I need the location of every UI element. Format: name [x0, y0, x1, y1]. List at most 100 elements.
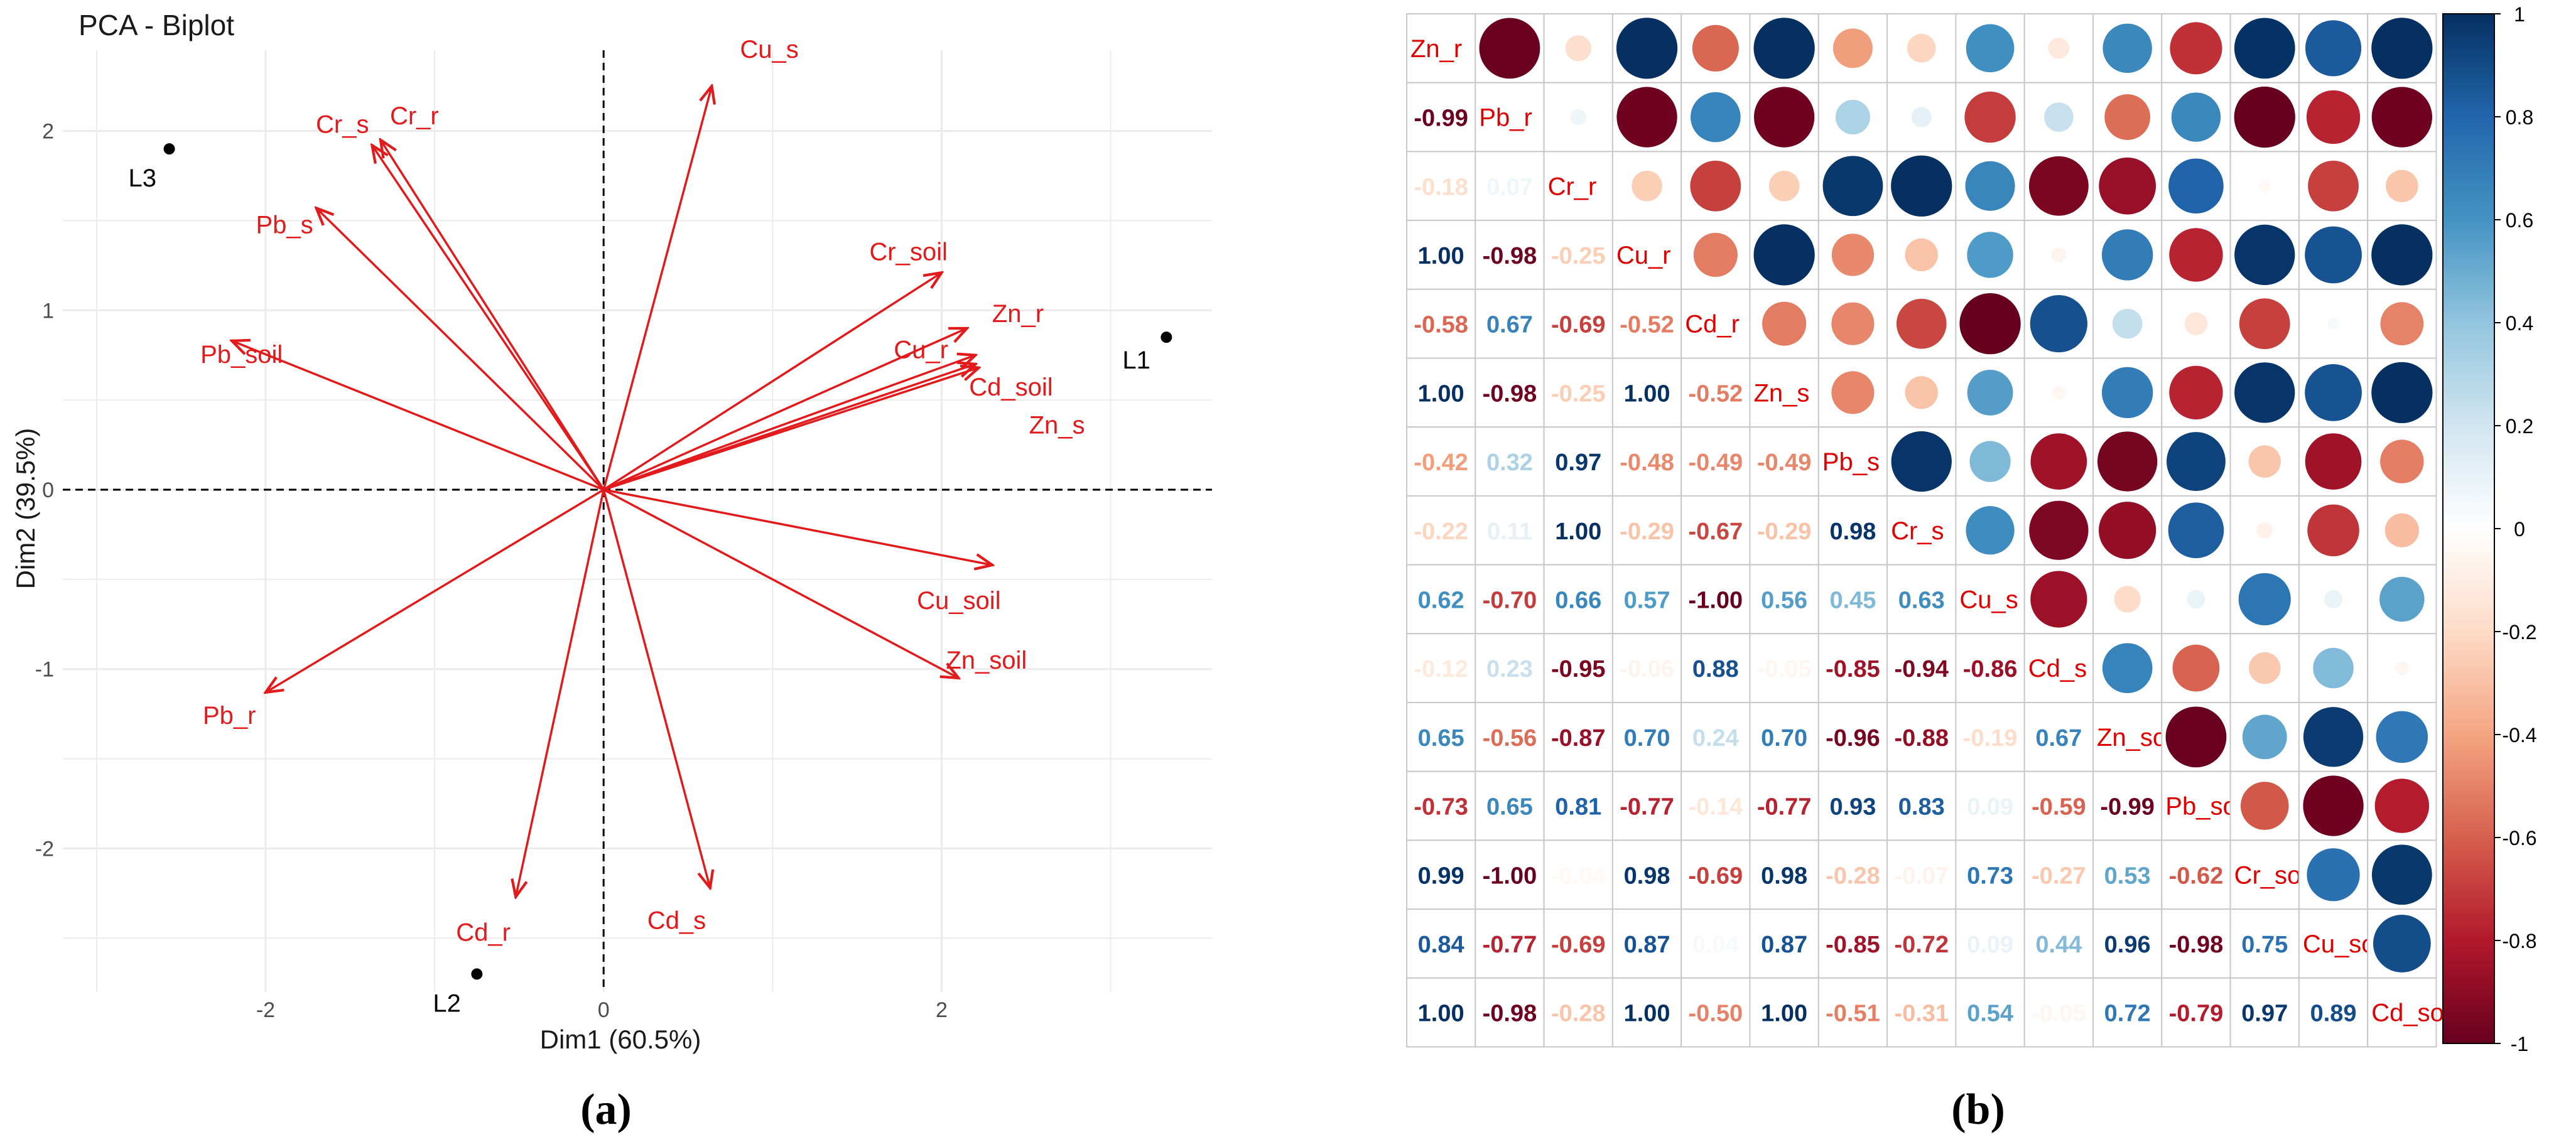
- correlation-circle: [2256, 522, 2273, 539]
- correlation-value: 0.67: [1486, 312, 1533, 338]
- matrix-cell: [1886, 977, 1957, 1048]
- correlation-circle: [2167, 432, 2226, 491]
- matrix-cell: [1680, 426, 1751, 497]
- vector-label: Cd_r: [456, 919, 511, 947]
- correlation-value: -0.95: [1551, 656, 1606, 682]
- correlation-value: 0.32: [1486, 450, 1533, 476]
- correlation-value: -0.98: [1483, 380, 1537, 407]
- correlation-value: -0.98: [1483, 1001, 1537, 1027]
- correlation-value: 0.89: [2310, 1001, 2357, 1027]
- correlation-value: 1.00: [1418, 243, 1464, 269]
- correlation-value: -0.73: [1414, 794, 1468, 821]
- correlation-circle: [2099, 502, 2157, 559]
- matrix-cell: [1611, 564, 1682, 635]
- correlation-circle: [2248, 652, 2281, 684]
- correlation-circle: [2101, 229, 2153, 281]
- correlation-circle: [2384, 513, 2419, 547]
- correlation-circle: [2114, 586, 2141, 613]
- colorbar-tick-label: 0.6: [2506, 209, 2533, 232]
- correlation-value: 0.96: [2104, 932, 2151, 958]
- correlation-value: -0.28: [1551, 1001, 1606, 1027]
- matrix-cell: [1886, 633, 1957, 703]
- correlation-value: -0.18: [1414, 174, 1468, 200]
- matrix-cell: [1475, 495, 1545, 566]
- correlation-circle: [2044, 102, 2074, 132]
- correlation-value: 0.70: [1624, 725, 1670, 751]
- colorbar-tick-label: 0: [2514, 518, 2525, 541]
- correlation-circle: [2238, 573, 2291, 626]
- matrix-cell: [1543, 495, 1613, 566]
- correlation-circle: [2169, 365, 2223, 420]
- correlation-circle: [2171, 92, 2221, 142]
- correlation-circle: [2307, 848, 2360, 902]
- correlation-circle: [1891, 431, 1952, 492]
- correlation-value: 0.62: [1418, 587, 1464, 613]
- matrix-cell: [1680, 564, 1751, 635]
- matrix-cell: [1406, 564, 1476, 635]
- vector-cu-s: [602, 86, 712, 490]
- vector-label: Cu_r: [894, 337, 948, 364]
- point-l1: [1161, 331, 1172, 343]
- matrix-cell: [1611, 495, 1682, 566]
- vector-label: Pb_r: [203, 702, 256, 730]
- correlation-circle: [2172, 644, 2220, 692]
- correlation-value: 0.87: [1624, 932, 1670, 958]
- correlation-value: -0.88: [1894, 725, 1949, 751]
- correlation-circle: [2305, 226, 2362, 284]
- correlation-value: -0.72: [1894, 932, 1949, 958]
- vector-label: Cd_soil: [969, 374, 1053, 401]
- correlation-circle: [2169, 228, 2223, 282]
- colorbar-tick-label: 1: [2514, 3, 2525, 26]
- correlation-value: 0.75: [2241, 932, 2288, 958]
- correlation-value: -0.49: [1757, 450, 1812, 476]
- correlation-circle: [2030, 433, 2087, 490]
- vector-pb-soil: [232, 341, 604, 491]
- correlation-value: 0.87: [1761, 932, 1807, 958]
- matrix-cell: [1406, 977, 1476, 1048]
- vector-zn-soil: [603, 488, 958, 678]
- matrix-cell: [1406, 151, 1476, 222]
- correlation-value: 0.45: [1829, 587, 1876, 613]
- correlation-circle: [2030, 295, 2087, 353]
- vector-cr-r: [381, 140, 605, 490]
- correlation-value: 0.07: [1486, 174, 1533, 200]
- vector-label: Pb_soil: [200, 341, 283, 369]
- vector-label: Zn_soil: [946, 647, 1027, 674]
- point-label: L1: [1122, 347, 1150, 374]
- matrix-cell: [1955, 839, 2025, 910]
- matrix-cell: [2023, 633, 2094, 703]
- point-l3: [163, 143, 175, 155]
- correlation-value: -1.00: [1483, 863, 1537, 889]
- x-axis-label: Dim1 (60.5%): [540, 1025, 701, 1054]
- correlation-circle: [2303, 707, 2364, 767]
- correlation-value: 0.24: [1692, 725, 1739, 751]
- correlation-value: -0.28: [1826, 863, 1880, 889]
- correlation-value: -0.69: [1689, 863, 1743, 889]
- matrix-cell: [1543, 357, 1613, 428]
- matrix-cell: [2092, 702, 2163, 772]
- vector-label: Cr_s: [316, 110, 369, 138]
- correlation-value: 0.88: [1692, 656, 1739, 682]
- point-label: L2: [433, 989, 461, 1017]
- correlation-circle: [1905, 376, 1938, 409]
- correlation-circle: [1907, 34, 1936, 63]
- matrix-cell: [2229, 977, 2300, 1048]
- matrix-cell: [1955, 977, 2025, 1048]
- correlation-value: 0.99: [1418, 863, 1464, 889]
- correlation-value: 0.98: [1761, 863, 1807, 889]
- correlation-circle: [2324, 590, 2343, 609]
- matrix-cell: [1680, 908, 1751, 979]
- matrix-cell: [1749, 702, 1819, 772]
- correlation-circle: [2099, 157, 2157, 215]
- correlation-value: 0.54: [1967, 1001, 2013, 1027]
- correlation-value: 0.93: [1829, 794, 1876, 821]
- correlation-value: -0.52: [1620, 312, 1674, 338]
- colorbar-tick-label: -1: [2511, 1033, 2528, 1055]
- correlation-value: -0.85: [1826, 932, 1880, 958]
- vector-pb-s: [317, 208, 605, 491]
- vector-label: Cr_r: [390, 102, 439, 130]
- correlation-circle: [2184, 312, 2208, 335]
- correlation-value: -0.25: [1551, 380, 1606, 407]
- matrix-cell: [1543, 82, 1613, 153]
